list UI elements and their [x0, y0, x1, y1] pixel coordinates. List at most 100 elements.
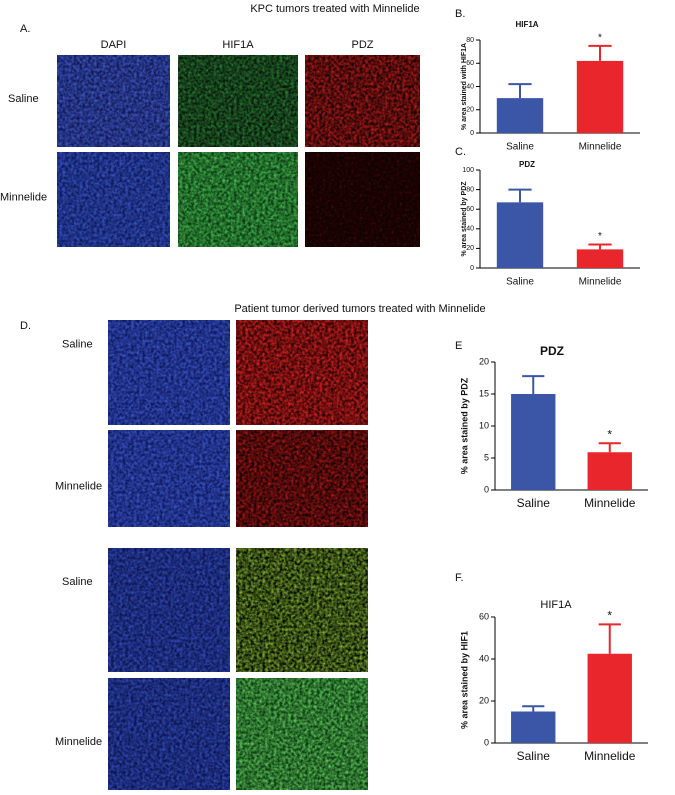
y-tick-label: 60: [466, 206, 474, 213]
micrograph-texture: [305, 55, 420, 147]
micrograph: [108, 678, 230, 790]
error-bar: [588, 44, 612, 61]
panel-label: B.: [455, 8, 465, 20]
x-tick-label: Saline: [506, 277, 534, 288]
bar: [587, 452, 632, 490]
y-axis-label: % area stained by HIF1: [459, 631, 469, 729]
micrograph-texture: [236, 548, 368, 672]
row-label: Minnelide: [55, 480, 102, 492]
row-label: Saline: [8, 93, 39, 105]
chart-title: HIF1A: [540, 599, 572, 611]
y-tick-label: 80: [466, 186, 474, 193]
x-tick-label: Saline: [517, 496, 551, 510]
micrograph-texture: [108, 678, 230, 790]
row-label: Minnelide: [0, 191, 47, 203]
micrograph-texture: [236, 678, 368, 790]
chart-title: HIF1A: [515, 20, 538, 29]
x-tick-label: Minnelide: [584, 749, 636, 763]
y-tick-label: 100: [462, 167, 474, 174]
bar: [576, 60, 624, 133]
micrograph: [57, 152, 170, 247]
error-bar: [588, 243, 612, 250]
bar: [511, 394, 556, 490]
column-label: DAPI: [101, 39, 127, 51]
y-tick-label: 0: [470, 265, 474, 272]
micrograph-texture: [178, 55, 298, 147]
y-tick-label: 40: [479, 653, 489, 663]
micrograph: [108, 320, 230, 425]
y-tick-label: 60: [479, 611, 489, 621]
y-tick-label: 20: [466, 245, 474, 252]
panel-label: D.: [20, 320, 31, 332]
error-bar: [508, 188, 532, 203]
significance-marker: *: [598, 231, 602, 242]
significance-marker: *: [598, 32, 602, 43]
y-tick-label: 0: [484, 737, 489, 747]
section-title: Patient tumor derived tumors treated wit…: [234, 303, 485, 315]
error-bar: [522, 705, 545, 712]
micrograph: [305, 55, 420, 147]
y-axis-label: % area stained by PDZ: [459, 377, 469, 474]
row-label: Saline: [62, 576, 93, 588]
bar: [496, 202, 544, 268]
micrograph: [178, 55, 298, 147]
column-label: HIF1A: [222, 39, 254, 51]
y-tick-label: 80: [466, 37, 474, 44]
micrograph: [108, 430, 230, 527]
micrograph: [236, 678, 368, 790]
bar: [587, 653, 632, 743]
x-tick-label: Minnelide: [579, 142, 622, 153]
error-bar: [598, 623, 621, 654]
panel-label: F.: [455, 572, 464, 584]
x-tick-label: Saline: [506, 142, 534, 153]
y-tick-label: 10: [479, 420, 489, 430]
bar: [511, 711, 556, 743]
y-tick-label: 5: [484, 452, 489, 462]
error-bar: [522, 375, 545, 394]
y-tick-label: 15: [479, 388, 489, 398]
micrograph: [236, 430, 368, 527]
chart-title: PDZ: [540, 344, 564, 358]
y-tick-label: 20: [479, 695, 489, 705]
column-label: PDZ: [352, 39, 374, 51]
micrograph-texture: [108, 430, 230, 527]
x-tick-label: Minnelide: [584, 496, 636, 510]
micrograph-texture: [236, 320, 368, 425]
chart-title: PDZ: [519, 160, 535, 169]
bar: [576, 249, 624, 268]
bar: [496, 98, 544, 133]
section-title: KPC tumors treated with Minnelide: [250, 3, 419, 15]
y-tick-label: 60: [466, 60, 474, 67]
y-tick-label: 40: [466, 83, 474, 90]
micrograph-texture: [108, 320, 230, 425]
row-label: Minnelide: [55, 736, 102, 748]
x-tick-label: Minnelide: [579, 277, 622, 288]
micrograph: [108, 548, 230, 672]
panel-label: C.: [455, 146, 466, 158]
significance-marker: *: [607, 609, 612, 623]
y-tick-label: 20: [466, 107, 474, 114]
error-bar: [598, 442, 621, 453]
significance-marker: *: [607, 427, 612, 441]
micrograph-texture: [236, 430, 368, 527]
error-bar: [508, 83, 532, 99]
x-tick-label: Saline: [517, 749, 551, 763]
y-tick-label: 40: [466, 226, 474, 233]
micrograph-texture: [178, 152, 298, 247]
y-tick-label: 20: [479, 356, 489, 366]
y-axis-label: % area stained with HIF1A: [461, 43, 468, 130]
y-tick-label: 0: [484, 484, 489, 494]
micrograph: [305, 152, 420, 247]
micrograph: [57, 55, 170, 147]
panel-label: A.: [20, 23, 30, 35]
micrograph-texture: [108, 548, 230, 672]
row-label: Saline: [62, 338, 93, 350]
micrograph: [178, 152, 298, 247]
micrograph-texture: [305, 152, 420, 247]
y-axis-label: % area stained by PDZ: [461, 181, 468, 257]
micrograph: [236, 548, 368, 672]
panel-label: E: [455, 340, 462, 352]
y-tick-label: 0: [470, 130, 474, 137]
micrograph-texture: [57, 152, 170, 247]
